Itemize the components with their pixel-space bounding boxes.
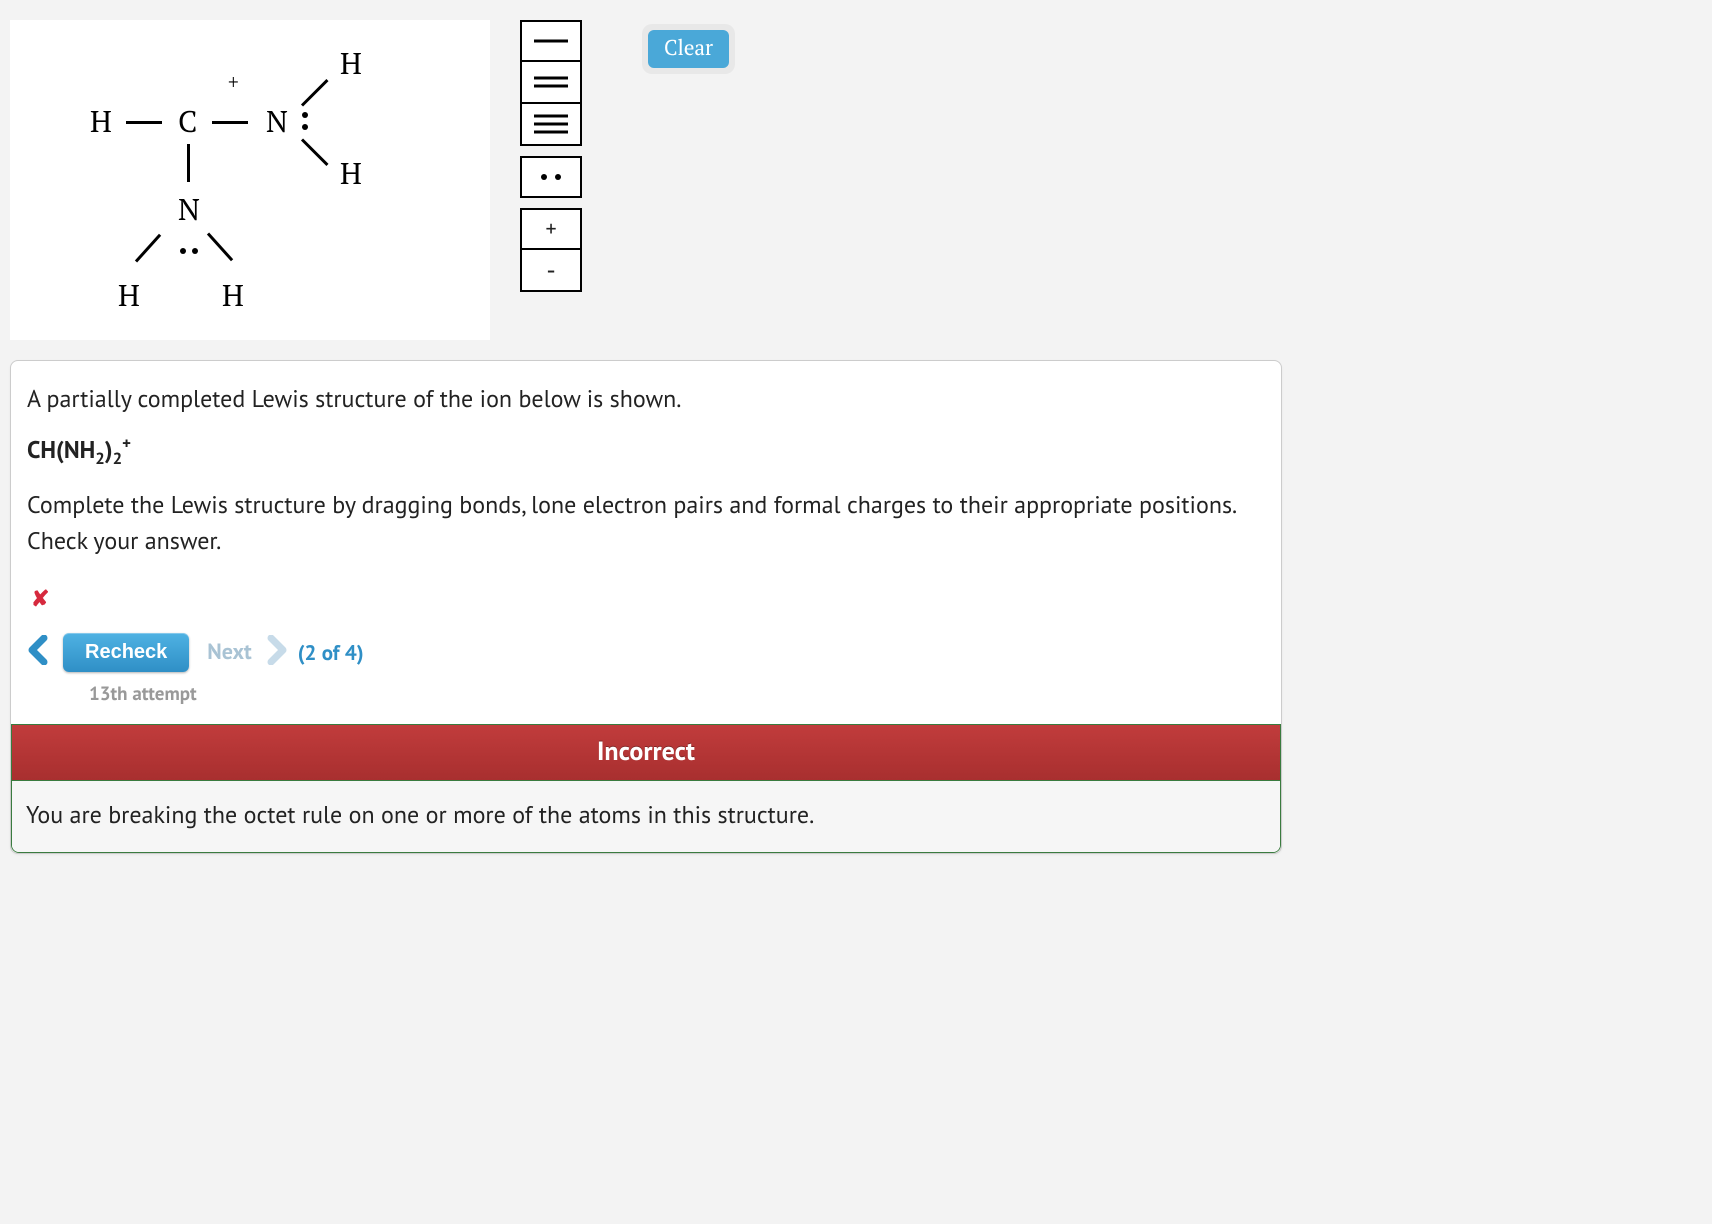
incorrect-x-icon: ✘ [31, 585, 1265, 613]
formal-charge-plus[interactable]: + [228, 72, 239, 92]
atom-H-lower-right[interactable]: H [340, 158, 362, 188]
progress-counter: (2 of 4) [298, 639, 364, 666]
next-label: Next [207, 638, 251, 666]
attempt-count: 13th attempt [89, 682, 1265, 706]
clear-button[interactable]: Clear [648, 30, 729, 68]
recheck-button[interactable]: Recheck [63, 633, 189, 672]
atom-N-right[interactable]: N [266, 106, 288, 136]
lone-pair-ndown[interactable] [180, 248, 198, 254]
next-button-disabled [266, 635, 288, 670]
tool-palette: + - [520, 20, 582, 292]
atom-H-down-left[interactable]: H [118, 280, 140, 310]
palette-triple-bond[interactable] [520, 104, 582, 146]
palette-single-bond[interactable] [520, 20, 582, 62]
bond-hc[interactable] [126, 121, 162, 124]
bond-cn[interactable] [212, 121, 248, 124]
minus-label: - [546, 264, 555, 277]
palette-plus-charge[interactable]: + [520, 208, 582, 250]
bond-ndown-hdl[interactable] [135, 234, 161, 263]
atom-H-upper-right[interactable]: H [340, 48, 362, 78]
atom-H-down-right[interactable]: H [222, 280, 244, 310]
atom-C[interactable]: C [178, 106, 197, 136]
atom-N-down[interactable]: N [178, 194, 200, 224]
bond-n-hur[interactable] [301, 79, 329, 107]
question-instruction: Complete the Lewis structure by dragging… [27, 487, 1265, 559]
bond-n-hlr[interactable] [301, 138, 329, 166]
lewis-canvas[interactable]: H C + N H H N H H [10, 20, 490, 340]
question-intro: A partially completed Lewis structure of… [27, 383, 1265, 414]
lone-pair-nright[interactable] [302, 112, 308, 130]
question-formula: CH(NH2)2+ [27, 432, 1265, 469]
bond-ndown-hdr[interactable] [207, 232, 233, 261]
workspace-row: H C + N H H N H H [0, 0, 1292, 360]
clear-button-wrap: Clear [642, 24, 735, 74]
question-card: A partially completed Lewis structure of… [10, 360, 1282, 854]
nav-row: Recheck Next (2 of 4) [27, 633, 1265, 672]
viewport: H C + N H H N H H [0, 0, 1292, 854]
palette-double-bond[interactable] [520, 62, 582, 104]
feedback-panel: Incorrect You are breaking the octet rul… [11, 724, 1281, 853]
palette-minus-charge[interactable]: - [520, 250, 582, 292]
feedback-banner: Incorrect [12, 725, 1280, 781]
atom-H-left[interactable]: H [90, 106, 112, 136]
bond-c-ndown[interactable] [187, 144, 190, 182]
prev-button[interactable] [27, 635, 49, 670]
plus-label: + [545, 215, 556, 243]
feedback-message: You are breaking the octet rule on one o… [12, 781, 1280, 852]
palette-lone-pair[interactable] [520, 156, 582, 198]
